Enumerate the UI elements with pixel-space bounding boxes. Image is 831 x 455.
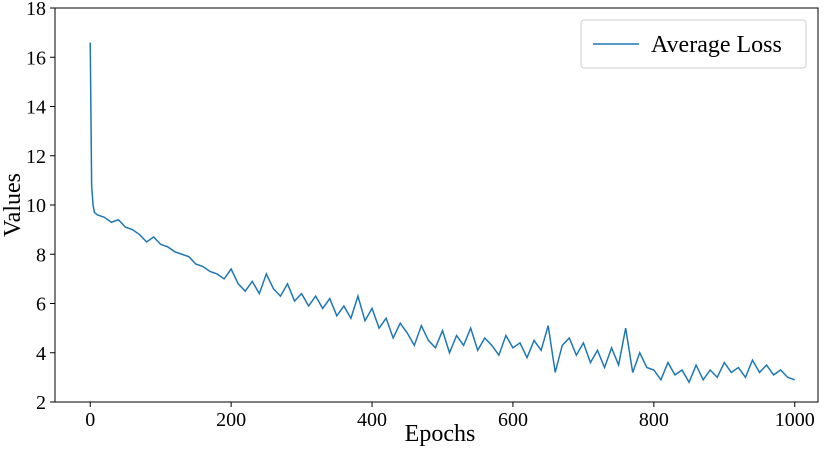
x-tick-label: 400 xyxy=(357,409,387,431)
y-tick-label: 2 xyxy=(36,392,46,414)
x-tick-label: 0 xyxy=(85,409,95,431)
plot-frame xyxy=(54,7,819,403)
y-tick-label: 6 xyxy=(36,294,46,316)
y-tick-label: 8 xyxy=(36,244,46,266)
x-tick-label: 1000 xyxy=(775,409,815,431)
y-tick-label: 14 xyxy=(26,97,46,119)
y-tick-label: 18 xyxy=(26,0,46,20)
x-axis-label: Epochs xyxy=(405,421,476,447)
y-tick-label: 12 xyxy=(26,146,46,168)
x-tick-label: 800 xyxy=(639,409,669,431)
y-tick-label: 4 xyxy=(36,343,46,365)
y-tick-label: 16 xyxy=(26,47,46,69)
y-axis-label: Values xyxy=(0,173,26,237)
x-tick-label: 600 xyxy=(498,409,528,431)
line-series xyxy=(89,42,795,385)
legend-label: Average Loss xyxy=(651,32,782,58)
y-tick-label: 10 xyxy=(26,195,46,217)
legend-box xyxy=(580,19,807,69)
x-tick-label: 200 xyxy=(216,409,246,431)
